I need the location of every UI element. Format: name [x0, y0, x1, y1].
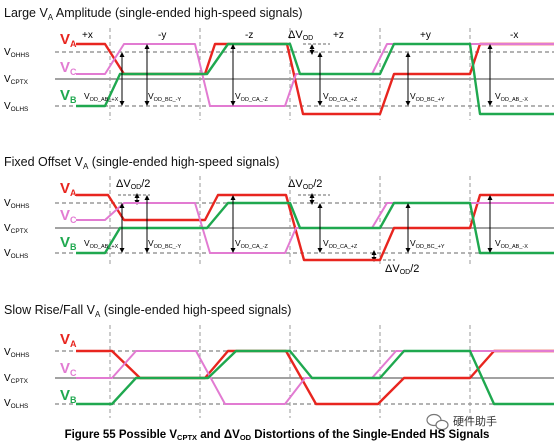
panel2-delta-vod-half-3: ΔVOD/2	[385, 263, 419, 276]
panel2-waveforms	[76, 193, 554, 262]
state-label-px: +x	[82, 30, 93, 41]
panel3-vc-label: VC	[60, 360, 77, 378]
panel3-volhs-label: VOLHS	[4, 398, 29, 410]
panel2-delta-vod-half-1: ΔVOD/2	[116, 178, 150, 191]
panel2-vod-ab-px: VOD_AB_+X	[84, 238, 119, 250]
panel2: VOHHS VCPTX VOLHS VA VC VB ΔVOD/2 ΔVOD/2…	[4, 176, 554, 276]
panel2-vb-wave	[76, 201, 554, 255]
panel1-arrow-ab-mx	[487, 44, 493, 106]
panel1-delta-vod-arrow	[309, 44, 315, 55]
panel1-vod-bc-py: VOD_BC_+Y	[410, 91, 445, 103]
panel2-va-wave	[76, 193, 554, 262]
panel2-vod-ca-mz: VOD_CA_-Z	[235, 238, 269, 250]
panel3-vb-label: VB	[60, 387, 77, 405]
panel2-arrow-ab-mx	[487, 195, 493, 253]
panel2-vb-label: VB	[60, 234, 77, 252]
panel1-arrow-ca-mz	[230, 44, 236, 106]
state-label-mz: -z	[245, 30, 253, 41]
panel2-vohhs-label: VOHHS	[4, 198, 30, 210]
panel1-vod-ab-mx: VOD_AB_-X	[495, 91, 528, 103]
panel3-va-label: VA	[60, 331, 77, 349]
panel1: VOHHS VCPTX VOLHS VA VC VB +x -y -z +z +…	[4, 28, 554, 120]
panel2-title: Fixed Offset VA (single-ended high-speed…	[4, 155, 279, 171]
panel1-title: Large VA Amplitude (single-ended high-sp…	[4, 6, 303, 22]
panel3-vohhs-label: VOHHS	[4, 347, 30, 359]
panel1-vod-ca-mz: VOD_CA_-Z	[235, 91, 269, 103]
panel1-vb-wave	[76, 42, 554, 116]
panel2-arrow-ca-pz	[317, 203, 323, 253]
panel1-delta-vod: ΔVOD	[288, 29, 313, 42]
panel3: VOHHS VCPTX VOLHS VA VC VB	[4, 325, 554, 418]
panel1-vc-label: VC	[60, 59, 77, 77]
panel1-vc-wave	[76, 43, 554, 107]
panel2-arrow-ca-mz	[230, 195, 236, 253]
panel2-offset-arrow-2	[309, 193, 315, 205]
panel2-arrow-bc-py	[405, 203, 411, 253]
panel1-vod-arrows	[119, 44, 493, 106]
panel1-vb-label: VB	[60, 87, 77, 105]
panel3-vc-wave	[76, 350, 554, 405]
panel2-vod-bc-py: VOD_BC_+Y	[410, 238, 445, 250]
panel2-vod-ca-pz: VOD_CA_+Z	[323, 238, 358, 250]
state-label-py: +y	[420, 30, 431, 41]
panel3-vcptx-label: VCPTX	[4, 373, 29, 385]
panel2-vod-arrows	[119, 195, 493, 253]
panel1-vod-ab-px: VOD_AB_+X	[84, 91, 119, 103]
panel3-waveforms	[76, 349, 554, 406]
panel1-va-label: VA	[60, 31, 77, 49]
panel2-volhs-label: VOLHS	[4, 248, 29, 260]
state-label-mx: -x	[510, 30, 518, 41]
watermark: 硬件助手	[426, 413, 497, 431]
panel1-vcptx-label: VCPTX	[4, 74, 29, 86]
panel1-vod-bc-my: VOD_BC_-Y	[148, 91, 182, 103]
panel1-volhs-label: VOLHS	[4, 101, 29, 113]
panel1-arrow-bc-my	[144, 44, 150, 106]
panel1-vod-ca-pz: VOD_CA_+Z	[323, 91, 358, 103]
state-label-my: -y	[158, 30, 166, 41]
panel2-vc-wave	[76, 202, 554, 254]
panel2-arrow-ab-px	[119, 203, 125, 253]
state-label-pz: +z	[333, 30, 344, 41]
panel3-vb-wave	[76, 349, 554, 406]
panel2-vc-label: VC	[60, 207, 77, 225]
panel1-vohhs-label: VOHHS	[4, 47, 30, 59]
panel2-vcptx-label: VCPTX	[4, 223, 29, 235]
watermark-text: 硬件助手	[453, 414, 497, 428]
panel2-arrow-bc-my	[144, 195, 150, 253]
wechat-icon	[426, 413, 449, 431]
figure-caption: Figure 55 Possible VCPTX and ΔVOD Distor…	[65, 429, 490, 442]
panel1-arrow-ca-pz	[317, 52, 323, 106]
panel3-title: Slow Rise/Fall VA (single-ended high-spe…	[4, 303, 291, 319]
panel2-va-label: VA	[60, 180, 77, 198]
panel2-delta-vod-half-2: ΔVOD/2	[288, 178, 322, 191]
panel2-vod-ab-mx: VOD_AB_-X	[495, 238, 528, 250]
panel1-arrow-ab-px	[119, 52, 125, 106]
panel1-arrow-bc-py	[405, 52, 411, 106]
panel3-va-wave	[76, 349, 554, 406]
panel1-waveforms	[76, 42, 554, 116]
panel2-vod-bc-my: VOD_BC_-Y	[148, 238, 182, 250]
